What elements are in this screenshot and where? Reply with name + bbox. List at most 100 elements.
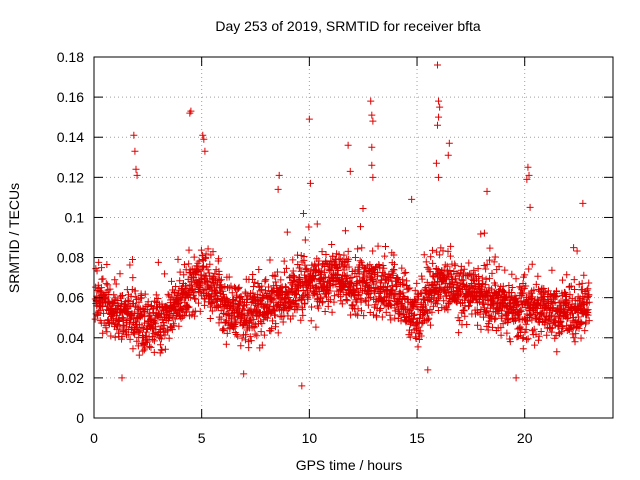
data-point: [482, 265, 490, 273]
data-point: [405, 285, 413, 293]
data-point: [130, 131, 138, 139]
data-point: [154, 258, 162, 266]
data-point: [306, 179, 314, 187]
data-point: [197, 246, 205, 254]
data-point: [111, 333, 119, 341]
data-point: [265, 283, 273, 291]
data-point: [165, 334, 173, 342]
data-point: [175, 299, 183, 307]
data-point: [232, 297, 240, 305]
data-point: [307, 317, 315, 325]
data-point: [215, 255, 223, 263]
data-point: [225, 273, 233, 281]
data-point: [132, 165, 140, 173]
data-point: [392, 274, 400, 282]
data-point: [446, 267, 454, 275]
chart-title: Day 253 of 2019, SRMTID for receiver bft…: [215, 18, 481, 34]
data-point: [271, 307, 279, 315]
data-point: [160, 321, 168, 329]
data-point: [133, 171, 141, 179]
data-point: [272, 320, 280, 328]
data-point: [126, 335, 134, 343]
data-point: [305, 115, 313, 123]
data-point: [481, 281, 489, 289]
data-point: [424, 315, 432, 323]
data-point: [281, 294, 289, 302]
data-point: [466, 270, 474, 278]
data-point: [349, 302, 357, 310]
data-point: [382, 308, 390, 316]
data-point: [455, 272, 463, 280]
data-point: [321, 307, 329, 315]
data-point: [561, 289, 569, 297]
data-point: [185, 303, 193, 311]
data-point: [318, 248, 326, 256]
data-point: [409, 314, 417, 322]
data-point: [337, 297, 345, 305]
data-point: [268, 295, 276, 303]
data-point: [547, 291, 555, 299]
data-point: [563, 271, 571, 279]
y-tick-label: 0.08: [57, 250, 84, 266]
data-point: [340, 251, 348, 259]
data-point: [249, 270, 257, 278]
data-point: [523, 175, 531, 183]
data-point: [330, 298, 338, 306]
data-point: [223, 329, 231, 337]
data-point: [371, 289, 379, 297]
data-point: [553, 348, 561, 356]
data-point: [399, 276, 407, 284]
data-point: [585, 279, 593, 287]
data-point: [361, 296, 369, 304]
data-point: [204, 245, 212, 253]
data-point: [347, 311, 355, 319]
data-point: [346, 274, 354, 282]
data-point: [315, 257, 323, 265]
data-point: [585, 317, 593, 325]
data-point: [209, 248, 217, 256]
data-point: [389, 286, 397, 294]
data-point: [517, 306, 525, 314]
data-point: [559, 276, 567, 284]
data-point: [152, 320, 160, 328]
data-point: [583, 307, 591, 315]
data-point: [304, 267, 312, 275]
data-point: [97, 284, 105, 292]
data-point: [390, 251, 398, 259]
data-point: [436, 251, 444, 259]
data-point: [344, 247, 352, 255]
data-point: [333, 287, 341, 295]
data-point: [483, 260, 491, 268]
data-point: [299, 311, 307, 319]
data-point: [115, 317, 123, 325]
data-point: [219, 290, 227, 298]
data-point: [298, 382, 306, 390]
data-point: [272, 278, 280, 286]
data-point: [471, 280, 479, 288]
data-point: [213, 289, 221, 297]
data-point: [377, 304, 385, 312]
data-point: [176, 268, 184, 276]
data-point: [374, 242, 382, 250]
data-point: [235, 283, 243, 291]
plot-frame: [93, 56, 614, 419]
data-point: [434, 307, 442, 315]
data-point: [183, 284, 191, 292]
data-point: [191, 295, 199, 303]
data-point: [335, 251, 343, 259]
data-point: [488, 269, 496, 277]
data-point: [171, 315, 179, 323]
data-point: [298, 296, 306, 304]
data-point: [280, 257, 288, 265]
data-point: [133, 337, 141, 345]
data-point: [428, 246, 436, 254]
data-point: [250, 324, 258, 332]
data-point: [423, 263, 431, 271]
data-point: [570, 334, 578, 342]
data-point: [455, 329, 463, 337]
data-point: [144, 298, 152, 306]
data-point: [433, 248, 441, 256]
data-point: [266, 256, 274, 264]
data-point: [107, 332, 115, 340]
